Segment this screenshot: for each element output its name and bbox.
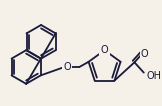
Text: OH: OH — [147, 71, 162, 81]
Text: O: O — [101, 45, 108, 55]
Text: O: O — [63, 62, 71, 72]
Text: O: O — [141, 49, 149, 59]
